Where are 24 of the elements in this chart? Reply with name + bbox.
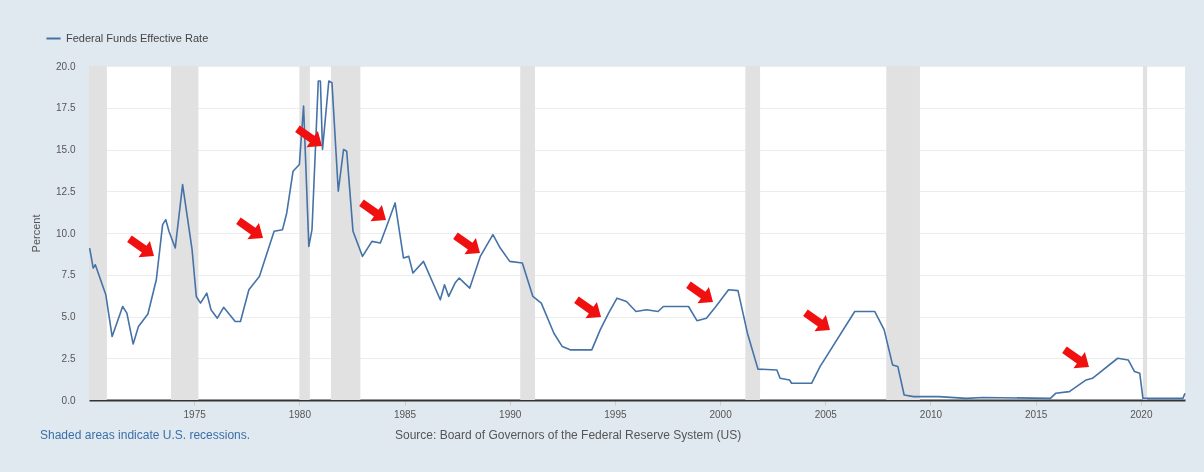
text: Shaded areas indicate U.S. recessions.: [40, 428, 251, 442]
x-tick-label: 1980: [288, 408, 312, 420]
y-tick-label: 17.5: [56, 102, 76, 114]
y-axis-title: Percent: [30, 214, 43, 253]
legend-label: Federal Funds Effective Rate: [66, 31, 209, 44]
y-tick-label: 7.5: [61, 269, 76, 281]
x-tick-label: 2005: [814, 408, 838, 420]
y-tick-label: 20.0: [56, 60, 76, 72]
x-tick-label: 2020: [1130, 408, 1153, 420]
y-tick-label: 10.0: [56, 227, 76, 239]
x-tick-label: 1995: [604, 408, 627, 420]
x-tick-label: 1990: [499, 408, 522, 420]
y-tick-label: 2.5: [61, 352, 76, 364]
y-tick-label: 0.0: [61, 394, 76, 406]
line-series: [88, 80, 1186, 400]
x-tick-label: 1975: [183, 408, 207, 420]
y-tick-label: 12.5: [56, 185, 76, 197]
x-tick-label: 2010: [919, 408, 943, 420]
x-tick-label: 2015: [1025, 408, 1048, 420]
y-tick-label: 15.0: [56, 144, 76, 155]
x-tick-label: 2000: [709, 408, 733, 420]
x-tick-label: 1985: [393, 408, 417, 420]
y-tick-label: 5.0: [61, 311, 76, 322]
source-note: Source: Board of Governors of the Federal Reserve System (US): [395, 428, 742, 442]
